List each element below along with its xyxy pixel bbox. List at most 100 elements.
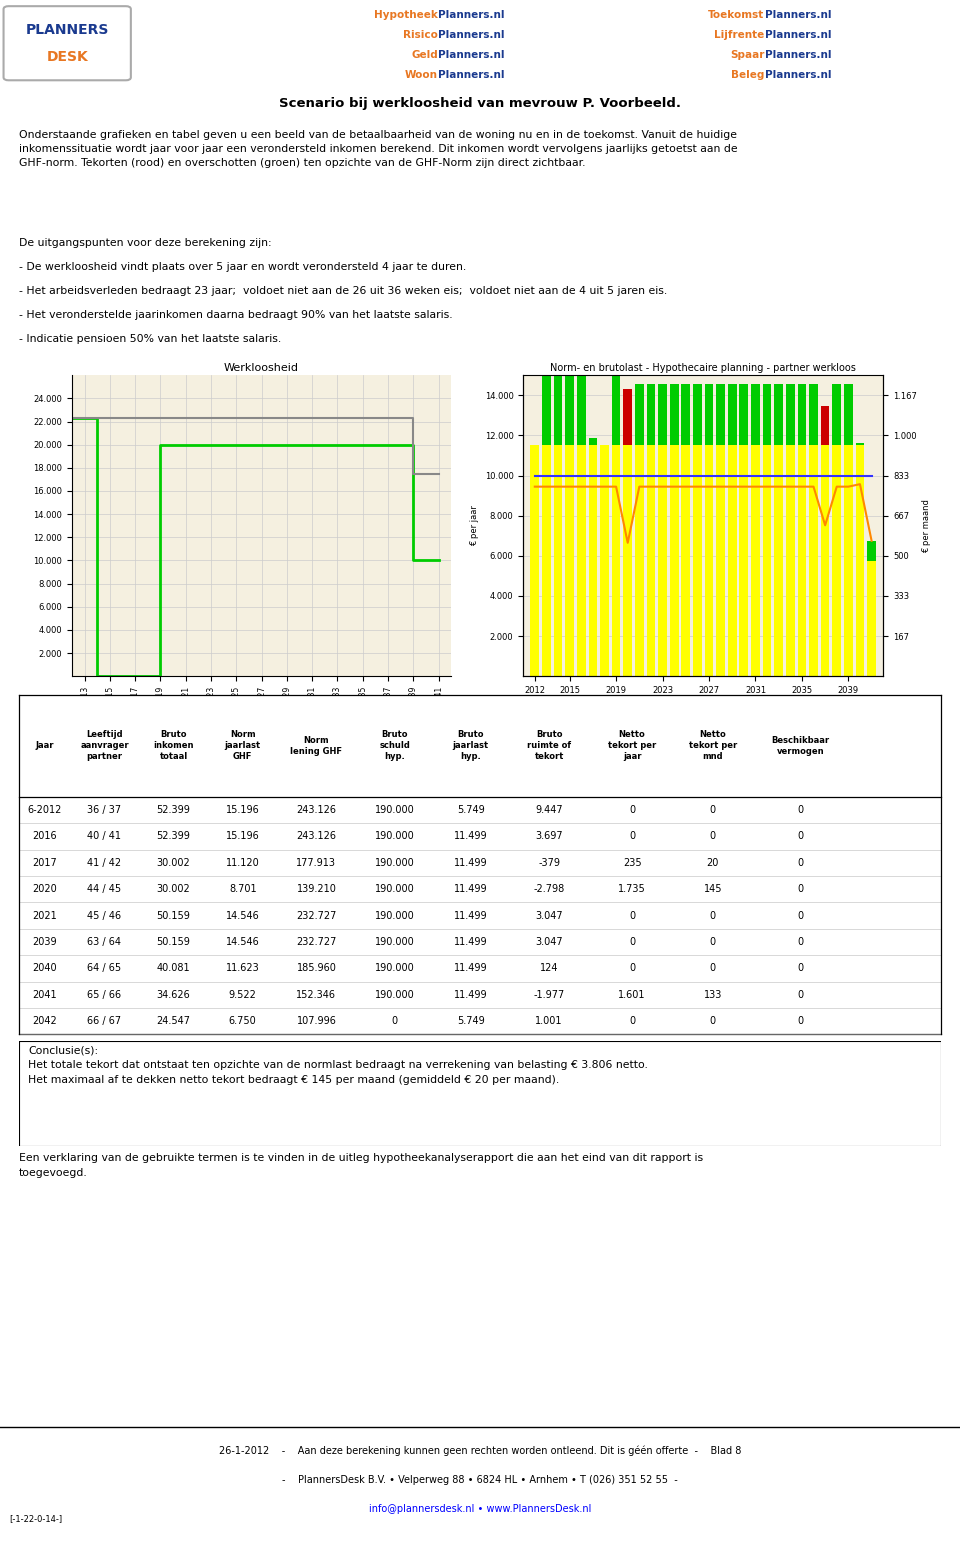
Bar [588,438,597,446]
FancyBboxPatch shape [4,6,131,80]
Normjaarlast [552,477,564,496]
Text: 232.727: 232.727 [297,911,337,920]
Bar [775,384,783,446]
Text: 190.000: 190.000 [374,885,415,894]
Bar [647,384,656,446]
Text: DESK: DESK [46,49,88,63]
Text: 3.047: 3.047 [536,911,563,920]
Bruto hypotheeklast [668,466,680,485]
Text: 0: 0 [629,937,636,946]
Text: 8.701: 8.701 [228,885,256,894]
Normjaarlast [761,477,773,496]
Normjaarlast [750,477,761,496]
Text: 0: 0 [709,911,716,920]
Bruto hypotheeklast [784,466,796,485]
Text: 243.126: 243.126 [297,804,336,815]
Bruto hypotheeklast [564,466,575,485]
Normjaarlast [599,477,611,496]
Text: Bruto
jaarlast
hyp.: Bruto jaarlast hyp. [453,730,489,761]
Text: 190.000: 190.000 [374,804,415,815]
Normjaarlast [611,477,622,496]
Text: 11.499: 11.499 [454,990,488,1001]
Text: Lijfrente: Lijfrente [714,29,764,40]
Bar [786,384,795,446]
Text: 41 / 42: 41 / 42 [87,858,122,868]
Text: 0: 0 [629,963,636,973]
Bar [565,446,574,676]
Bar [670,384,679,446]
Bar [600,446,609,676]
Bar [588,446,597,676]
Bar [659,446,667,676]
Bar [762,384,772,446]
Text: 0: 0 [797,831,804,841]
Text: - Het arbeidsverleden bedraagt 23 jaar;  voldoet niet aan de 26 uit 36 weken eis: - Het arbeidsverleden bedraagt 23 jaar; … [19,286,667,296]
Text: - De werkloosheid vindt plaats over 5 jaar en wordt verondersteld 4 jaar te dure: - De werkloosheid vindt plaats over 5 ja… [19,262,467,272]
Text: Netto
tekort per
jaar: Netto tekort per jaar [608,730,657,761]
Text: 11.120: 11.120 [226,858,259,868]
Text: 11.499: 11.499 [454,937,488,946]
Text: 0: 0 [797,911,804,920]
Text: 50.159: 50.159 [156,937,190,946]
Text: 190.000: 190.000 [374,831,415,841]
Bar [762,446,772,676]
Text: Planners.nl: Planners.nl [764,69,831,80]
Text: 11.499: 11.499 [454,885,488,894]
Text: 139.210: 139.210 [297,885,336,894]
Bar [19,695,941,797]
Text: Planners.nl: Planners.nl [764,29,831,40]
Bar [716,384,725,446]
Text: 190.000: 190.000 [374,990,415,1001]
Bruto hypotheeklast [831,466,843,485]
Text: Beschikbaar
vermogen: Beschikbaar vermogen [771,735,829,757]
Bruto hypotheeklast [645,466,657,485]
Bar [728,446,736,676]
Normjaarlast [715,477,727,496]
Text: Scenario bij werkloosheid van mevrouw P. Voorbeeld.: Scenario bij werkloosheid van mevrouw P.… [279,97,681,110]
Bar [682,384,690,446]
Bar [682,446,690,676]
Bruto hypotheeklast [715,466,727,485]
Bruto hypotheeklast [540,466,552,485]
Normjaarlast [680,477,691,496]
Text: 6.750: 6.750 [228,1016,256,1027]
Text: 190.000: 190.000 [374,858,415,868]
Text: 124: 124 [540,963,559,973]
Text: 45 / 46: 45 / 46 [87,911,122,920]
Text: 40.081: 40.081 [156,963,190,973]
Bar [531,446,540,676]
Text: 3.697: 3.697 [536,831,563,841]
Text: 107.996: 107.996 [297,1016,336,1027]
Text: Planners.nl: Planners.nl [438,69,505,80]
Text: -    PlannersDesk B.V. • Velperweg 88 • 6824 HL • Arnhem • T (026) 351 52 55  -: - PlannersDesk B.V. • Velperweg 88 • 682… [282,1476,678,1485]
Text: 36 / 37: 36 / 37 [87,804,122,815]
Text: 0: 0 [797,804,804,815]
Bar [623,389,632,446]
Bruto hypotheeklast [773,466,784,485]
Bar [647,446,656,676]
Bruto hypotheeklast [704,466,715,485]
Normjaarlast [727,477,738,496]
Text: Hypotheek: Hypotheek [374,11,438,20]
Text: 63 / 64: 63 / 64 [87,937,122,946]
Bar [821,446,829,676]
Text: 24.547: 24.547 [156,1016,191,1027]
Bar [798,446,806,676]
Y-axis label: € per maand: € per maand [923,499,931,553]
Normjaarlast [588,477,599,496]
Text: 11.499: 11.499 [454,831,488,841]
Text: 9.522: 9.522 [228,990,256,1001]
Text: 2021: 2021 [33,911,57,920]
Bruto hypotheeklast [657,466,668,485]
Text: 0: 0 [709,831,716,841]
Normjaarlast [784,477,796,496]
Bruto hypotheeklast [634,466,645,485]
Bar [554,446,563,676]
Text: info@plannersdesk.nl • www.PlannersDesk.nl: info@plannersdesk.nl • www.PlannersDesk.… [369,1504,591,1513]
Text: 0: 0 [709,1016,716,1027]
Text: 44 / 45: 44 / 45 [87,885,122,894]
Bar [542,446,551,676]
Text: 0: 0 [797,858,804,868]
Bar [832,384,841,446]
Bruto hypotheeklast [552,466,564,485]
